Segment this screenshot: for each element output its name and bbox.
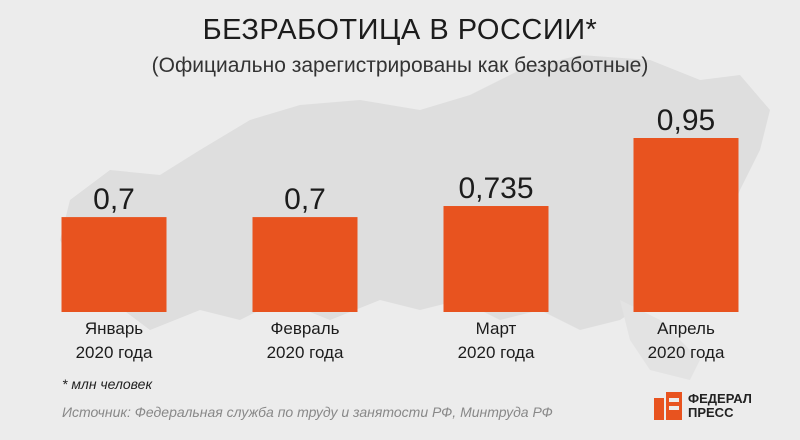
bar-value-label-3: 0,735 — [458, 172, 533, 205]
logo-line-1: ФЕДЕРАЛ — [688, 391, 752, 406]
category-label-1-line-2: 2020 года — [76, 343, 153, 362]
category-label-4-line-1: Апрель — [657, 319, 715, 338]
bar-value-label-1: 0,7 — [93, 183, 135, 216]
category-label-1-line-1: Январь — [85, 319, 143, 338]
bar-4 — [633, 138, 739, 312]
category-label-2-line-1: Февраль — [270, 319, 339, 338]
bar-2 — [252, 217, 358, 312]
logo-mark-icon — [654, 392, 682, 420]
federal-press-logo: ФЕДЕРАЛ ПРЕСС — [654, 390, 754, 424]
unit-footnote: * млн человек — [62, 376, 153, 392]
bar-1 — [61, 217, 167, 312]
bar-value-label-2: 0,7 — [284, 183, 326, 216]
source-note: Источник: Федеральная служба по труду и … — [62, 404, 553, 420]
logo-line-2: ПРЕСС — [688, 405, 734, 420]
category-label-2-line-2: 2020 года — [267, 343, 344, 362]
category-label-4-line-2: 2020 года — [648, 343, 725, 362]
chart-title: БЕЗРАБОТИЦА В РОССИИ* — [202, 14, 598, 46]
chart-subtitle: (Официально зарегистрированы как безрабо… — [151, 54, 649, 77]
bar-value-label-4: 0,95 — [657, 104, 715, 137]
bar-3 — [443, 206, 549, 312]
category-label-3-line-2: 2020 года — [458, 343, 535, 362]
category-label-3-line-1: Март — [476, 319, 517, 338]
